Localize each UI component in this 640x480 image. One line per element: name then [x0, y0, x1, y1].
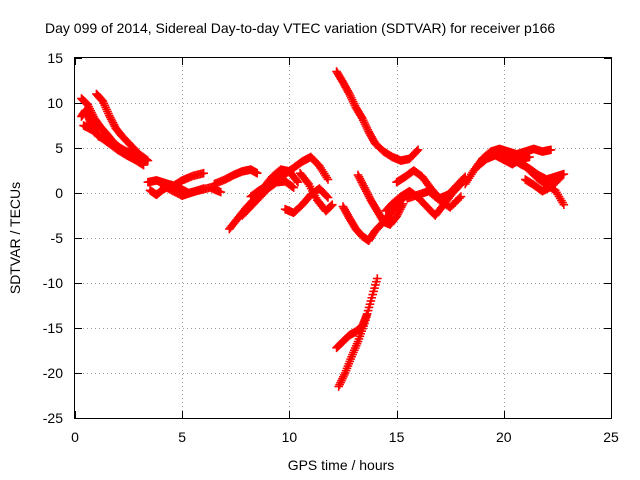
- data-point: [370, 283, 379, 293]
- y-tick-label: 10: [47, 95, 63, 111]
- x-tick-label: 15: [389, 429, 405, 445]
- series-track-m: [295, 168, 337, 216]
- data-point: [412, 146, 422, 156]
- data-point: [366, 296, 376, 306]
- data-point: [546, 145, 556, 155]
- y-tick-labels: 15 10 5 0 -5 -10 -15 -20 -25: [43, 50, 63, 426]
- data-point: [216, 187, 226, 197]
- data-point: [199, 168, 208, 178]
- x-axis-label: GPS time / hours: [288, 457, 395, 473]
- series-track-z: [520, 174, 564, 196]
- series-track-n: [332, 67, 423, 165]
- x-tick-label: 20: [496, 429, 512, 445]
- chart-title: Day 099 of 2014, Sidereal Day-to-day VTE…: [45, 20, 555, 36]
- data-point: [362, 311, 371, 320]
- data-point: [373, 274, 382, 283]
- data-point: [363, 306, 373, 315]
- data-point: [199, 184, 208, 193]
- data-point: [323, 193, 333, 202]
- x-tick-labels: 0 5 10 15 20 25: [71, 429, 619, 445]
- data-points: [77, 67, 569, 391]
- data-point: [368, 290, 378, 299]
- data-point: [555, 174, 564, 183]
- y-tick-label: -5: [51, 230, 64, 246]
- series-track-c: [92, 89, 153, 165]
- series-track-h: [210, 165, 262, 189]
- grid: [75, 58, 611, 418]
- x-tick-label: 10: [282, 429, 298, 445]
- data-point: [372, 277, 381, 287]
- data-point: [559, 169, 569, 179]
- y-tick-label: 0: [55, 185, 63, 201]
- series-track-p: [332, 311, 371, 353]
- data-point: [323, 175, 333, 184]
- data-point: [371, 280, 380, 290]
- data-point: [142, 155, 151, 164]
- y-tick-label: -20: [43, 365, 63, 381]
- series-track-u: [403, 186, 466, 212]
- data-point: [289, 183, 298, 192]
- series-track-k: [246, 152, 333, 201]
- data-point: [554, 175, 563, 185]
- data-point: [122, 150, 131, 159]
- data-point: [364, 303, 374, 312]
- x-tick-label: 0: [71, 429, 79, 445]
- data-point: [367, 293, 377, 303]
- data-point: [559, 200, 569, 209]
- data-point: [327, 201, 336, 210]
- series-track-d: [79, 121, 131, 159]
- data-point: [398, 199, 408, 209]
- data-point: [369, 287, 378, 296]
- y-tick-label: 5: [55, 140, 63, 156]
- y-tick-label: 15: [47, 50, 63, 66]
- data-point: [252, 168, 262, 178]
- data-point: [143, 156, 153, 165]
- series-track-r: [353, 170, 408, 229]
- axis-ticks: [75, 58, 612, 419]
- plot-frame: [74, 57, 612, 419]
- data-point: [525, 152, 534, 162]
- x-tick-label: 5: [178, 429, 186, 445]
- y-tick-label: -10: [43, 275, 63, 291]
- data-point: [288, 182, 297, 191]
- y-tick-label: -25: [43, 410, 63, 426]
- data-point: [413, 145, 423, 155]
- y-axis-label: SDTVAR / TECUs: [7, 182, 23, 294]
- data-point: [327, 200, 337, 209]
- y-tick-label: -15: [43, 320, 63, 336]
- x-tick-label: 25: [603, 429, 619, 445]
- data-point: [322, 191, 332, 201]
- data-point: [365, 299, 375, 309]
- series-track-g: [156, 179, 208, 200]
- data-point: [293, 177, 303, 187]
- data-point: [456, 192, 466, 201]
